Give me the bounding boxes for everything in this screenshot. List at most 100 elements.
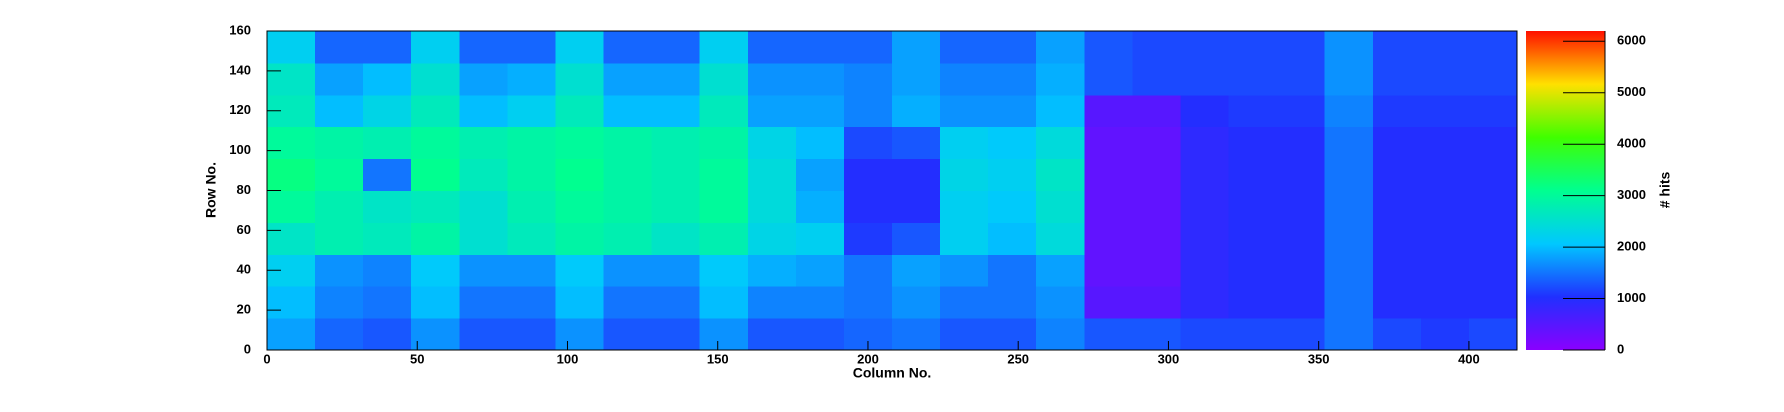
colorbar-tick-label: 1000 — [1617, 290, 1646, 305]
heatmap-cell — [1372, 126, 1422, 160]
heatmap-cell — [1180, 31, 1230, 64]
x-tick-label: 50 — [410, 351, 424, 366]
heatmap-cell — [603, 126, 653, 160]
heatmap-cell — [795, 318, 845, 351]
heatmap-cell — [795, 94, 845, 128]
heatmap-cell — [1228, 286, 1278, 319]
heatmap-cell — [651, 94, 701, 128]
heatmap-cell — [1036, 254, 1085, 287]
heatmap-cell — [1324, 62, 1374, 96]
heatmap-cell — [459, 62, 508, 96]
heatmap-cell — [1276, 254, 1326, 287]
heatmap-cell — [363, 62, 412, 96]
heatmap-cell — [892, 31, 941, 64]
x-tick-label: 300 — [1158, 351, 1180, 366]
heatmap-cell — [1132, 286, 1181, 319]
heatmap-cell — [1324, 31, 1374, 64]
heatmap-cell — [651, 158, 701, 191]
heatmap-cell — [940, 254, 989, 287]
heatmap-cell — [363, 222, 412, 255]
heatmap-cell — [1132, 222, 1181, 255]
heatmap-cell — [315, 190, 364, 223]
heatmap-cell — [1132, 62, 1181, 96]
heatmap-cell — [1132, 31, 1181, 64]
heatmap-cell — [315, 94, 364, 128]
colorbar-tick-label: 5000 — [1617, 84, 1646, 99]
heatmap-cell — [988, 31, 1037, 64]
heatmap-cell — [507, 318, 556, 351]
heatmap-cell — [459, 222, 508, 255]
heatmap-cell — [1468, 62, 1518, 96]
heatmap-cell — [1228, 254, 1278, 287]
heatmap-cell — [603, 158, 653, 191]
heatmap-cell — [267, 318, 316, 351]
heatmap-cell — [1084, 158, 1133, 191]
heatmap-cell — [1084, 286, 1133, 319]
heatmap-cell — [363, 254, 412, 287]
y-tick-label: 120 — [229, 102, 251, 117]
heatmap-cell — [1228, 190, 1278, 223]
heatmap-cell — [1180, 158, 1230, 191]
heatmap-cell — [795, 158, 845, 191]
y-tick-label: 60 — [237, 222, 251, 237]
heatmap-cell — [507, 126, 556, 160]
heatmap-cell — [555, 254, 605, 287]
heatmap-cell — [940, 286, 989, 319]
heatmap-cell — [267, 286, 316, 319]
heatmap-cell — [363, 318, 412, 351]
heatmap-cell — [1276, 62, 1326, 96]
heatmap-cell — [1084, 126, 1133, 160]
heatmap-cell — [1468, 31, 1518, 64]
heatmap-cell — [315, 254, 364, 287]
heatmap-cell — [1132, 158, 1181, 191]
heatmap-cell — [1372, 94, 1422, 128]
heatmap-cell — [603, 31, 653, 64]
heatmap-cell — [315, 126, 364, 160]
heatmap-cell — [1372, 158, 1422, 191]
heatmap-cell — [267, 190, 316, 223]
heatmap-cell — [1468, 318, 1518, 351]
heatmap-cell — [1468, 254, 1518, 287]
heatmap-cell — [1132, 94, 1181, 128]
heatmap-cell — [940, 222, 989, 255]
heatmap-cell — [1372, 31, 1422, 64]
heatmap-cell — [507, 190, 556, 223]
heatmap-cell — [459, 94, 508, 128]
heatmap-cell — [843, 94, 893, 128]
heatmap-cell — [1180, 254, 1230, 287]
heatmap-cell — [507, 31, 556, 64]
heatmap-cell — [1228, 158, 1278, 191]
heatmap-cell — [363, 31, 412, 64]
heatmap-cell — [1180, 318, 1230, 351]
heatmap-cell — [988, 190, 1037, 223]
heatmap-cell — [1132, 254, 1181, 287]
heatmap-cell — [699, 318, 749, 351]
heatmap-cell — [1084, 31, 1133, 64]
heatmap-cell — [507, 158, 556, 191]
heatmap-cell — [1372, 254, 1422, 287]
heatmap-cell — [1420, 286, 1470, 319]
heatmap-cell — [555, 31, 605, 64]
heatmap-cell — [699, 158, 749, 191]
heatmap-cell — [651, 254, 701, 287]
heatmap-cell — [1324, 222, 1374, 255]
heatmap-cell — [411, 126, 460, 160]
heatmap-cell — [1180, 222, 1230, 255]
heatmap-cell — [603, 222, 653, 255]
heatmap-cell — [1420, 94, 1470, 128]
heatmap-cell — [315, 62, 364, 96]
heatmap-cell — [507, 286, 556, 319]
heatmap-cell — [747, 222, 797, 255]
heatmap-cell — [843, 190, 893, 223]
heatmap-cell — [795, 286, 845, 319]
heatmap-cell — [747, 158, 797, 191]
heatmap-cell — [1420, 254, 1470, 287]
heatmap-cell — [315, 286, 364, 319]
colorbar-label: # hits — [1657, 172, 1673, 209]
heatmap-cell — [747, 286, 797, 319]
heatmap-cell — [699, 222, 749, 255]
heatmap-cell — [603, 286, 653, 319]
heatmap-cell — [1084, 222, 1133, 255]
heatmap-cell — [843, 286, 893, 319]
